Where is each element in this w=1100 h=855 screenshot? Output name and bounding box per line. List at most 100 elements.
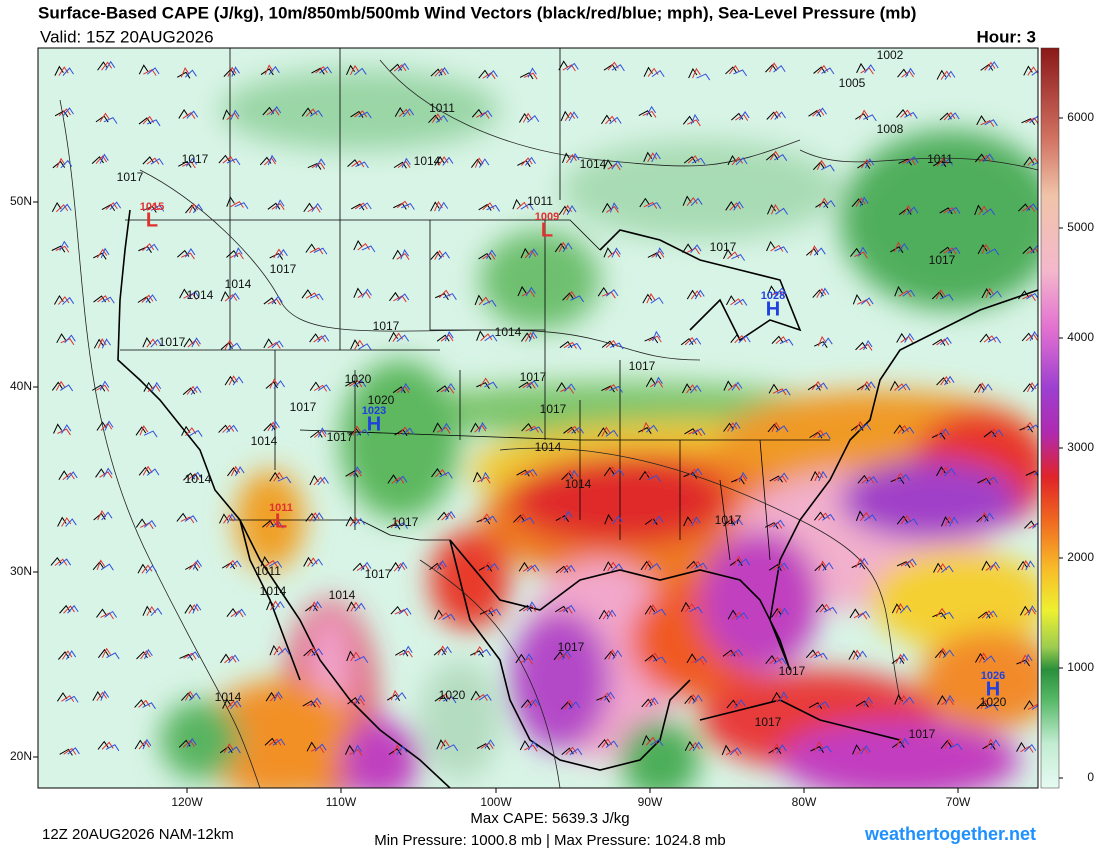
wind-barb xyxy=(354,655,369,663)
wind-barb xyxy=(982,742,996,750)
wind-barb xyxy=(822,562,834,572)
wind-barb xyxy=(97,740,109,750)
wind-barb xyxy=(643,201,658,209)
wind-barb xyxy=(142,156,155,165)
wind-barb xyxy=(224,339,235,350)
wind-barb xyxy=(775,425,789,433)
wind-barb xyxy=(823,200,836,208)
wind-barb xyxy=(985,476,999,484)
wind-barb xyxy=(981,243,991,255)
wind-barb xyxy=(731,381,743,391)
wind-barb xyxy=(142,465,153,476)
wind-barb xyxy=(564,699,574,710)
wind-barb xyxy=(690,113,700,125)
wind-barb xyxy=(306,701,321,709)
wind-barb xyxy=(189,429,203,437)
wind-barb xyxy=(234,608,247,618)
wind-barb xyxy=(435,293,449,301)
wind-barb xyxy=(864,514,877,522)
wind-barb xyxy=(479,377,491,388)
wind-barb xyxy=(520,699,533,708)
wind-barb xyxy=(524,156,536,166)
wind-barb xyxy=(434,200,443,212)
wind-barb xyxy=(814,652,828,660)
wind-barb xyxy=(484,739,495,749)
wind-barb xyxy=(940,516,950,527)
wind-barb xyxy=(188,561,201,570)
wind-barb xyxy=(146,157,160,165)
wind-barb xyxy=(483,606,496,615)
wind-barb xyxy=(144,648,153,660)
wind-barb xyxy=(898,383,911,391)
wind-barb xyxy=(863,339,873,351)
wind-barb xyxy=(601,385,615,393)
isobar-label: 1020 xyxy=(345,372,372,386)
wind-barb xyxy=(609,202,619,213)
wind-barb xyxy=(852,744,861,755)
wind-barb xyxy=(184,69,197,78)
wind-barb xyxy=(896,109,908,118)
wind-barb xyxy=(596,695,610,703)
wind-barb xyxy=(936,338,950,346)
isobar-label: 1017 xyxy=(270,262,297,276)
wind-barb xyxy=(390,519,402,529)
isobar-label: 1017 xyxy=(520,370,547,384)
wind-barb xyxy=(442,696,457,704)
wind-barb xyxy=(57,428,71,436)
wind-barb xyxy=(64,334,76,344)
wind-barb xyxy=(353,465,362,477)
wind-barb xyxy=(561,650,572,661)
wind-barb xyxy=(976,514,989,523)
wind-barb xyxy=(859,557,869,568)
wind-barb xyxy=(566,290,577,301)
wind-barb xyxy=(230,252,244,260)
wind-barb xyxy=(519,72,534,80)
wind-barb xyxy=(395,649,409,657)
wind-barb xyxy=(347,697,360,705)
wind-barb xyxy=(1027,605,1037,616)
wind-barb xyxy=(974,204,983,216)
wind-barb xyxy=(480,333,493,342)
wind-barb xyxy=(808,110,822,118)
wind-barb xyxy=(1018,203,1030,212)
wind-barb xyxy=(184,690,195,701)
wind-barb xyxy=(220,290,230,302)
wind-barb xyxy=(101,647,111,658)
wind-barb xyxy=(386,522,401,530)
wind-barb xyxy=(191,337,201,348)
wind-barb xyxy=(260,555,270,567)
wind-barb xyxy=(349,380,363,388)
wind-barb xyxy=(1031,70,1038,76)
wind-barb xyxy=(55,245,70,253)
wind-barb xyxy=(396,385,410,394)
wind-barb xyxy=(525,425,539,433)
isobar-label: 1017 xyxy=(715,513,742,527)
wind-barb xyxy=(894,694,903,705)
wind-barb xyxy=(100,247,110,259)
wind-barb xyxy=(1030,245,1038,254)
wind-barb xyxy=(597,286,609,297)
wind-barb xyxy=(313,384,328,392)
wind-barb xyxy=(484,515,498,523)
isobar-label: 1011 xyxy=(927,152,953,166)
wind-barb xyxy=(652,515,664,525)
wind-barb xyxy=(779,338,794,346)
wind-barb xyxy=(188,604,199,614)
wind-barb xyxy=(268,560,283,568)
wind-barb xyxy=(980,120,995,127)
wind-barb xyxy=(473,645,485,656)
wind-barb xyxy=(767,423,779,433)
wind-barb xyxy=(682,115,695,125)
wind-barb xyxy=(604,650,616,660)
wind-barb xyxy=(146,243,159,252)
wind-barb xyxy=(138,466,150,476)
wind-barb xyxy=(358,343,372,351)
wind-barb xyxy=(893,424,905,434)
wind-barb xyxy=(515,653,526,664)
wind-barb xyxy=(478,421,487,433)
wind-barb xyxy=(813,511,825,521)
wind-barb xyxy=(648,562,662,571)
wind-barb xyxy=(853,612,868,620)
wind-barb xyxy=(100,612,114,620)
wind-barb xyxy=(980,699,991,709)
